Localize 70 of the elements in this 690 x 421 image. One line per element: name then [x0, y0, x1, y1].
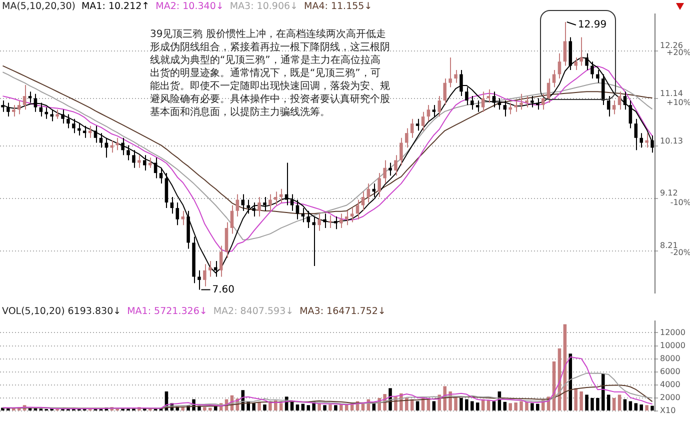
bar [640, 404, 643, 410]
bar [214, 406, 218, 410]
bar [334, 405, 338, 410]
bar [454, 396, 458, 410]
text: MA1: 10.212↑ [81, 1, 150, 12]
bar [596, 398, 600, 410]
y-tick-label: 6000 [660, 366, 680, 376]
y-tick-label: X10 [660, 406, 676, 416]
bar [296, 404, 300, 410]
annotation: 12.99 [578, 20, 607, 31]
y-tick-label: 8.21 [660, 241, 678, 250]
bar [203, 407, 206, 410]
bar [508, 403, 512, 410]
y-tick-label: 2000 [660, 393, 680, 402]
y-tick-label: 8000 [660, 354, 680, 363]
bar [628, 401, 632, 410]
legend-title: MA(5,10,20,30) [2, 1, 76, 12]
bar [520, 401, 523, 410]
bar [465, 399, 468, 410]
bar [323, 405, 326, 410]
bar [208, 408, 212, 410]
bar [590, 398, 594, 410]
bar [536, 404, 540, 410]
bar [618, 394, 622, 410]
annotation: 7.60 [212, 284, 234, 296]
y-tick-label: 12.26 [660, 40, 683, 50]
bar [263, 404, 266, 410]
bar [405, 398, 408, 410]
y-tick-label: 9.12 [660, 188, 678, 198]
bar [328, 404, 332, 410]
bar [623, 399, 627, 410]
bar [634, 403, 638, 410]
text: MA4: 11.155↓ [304, 1, 372, 12]
bar [432, 401, 436, 410]
bar [268, 402, 272, 410]
bar [612, 398, 616, 410]
bar [476, 402, 480, 410]
text: MA3: 10.906↓ [230, 1, 298, 12]
text: MA2: 10.340↓ [156, 1, 224, 12]
bar [306, 405, 310, 410]
bar [602, 374, 605, 410]
text: MA3: 16471.752↓ [300, 306, 386, 317]
bar [416, 401, 420, 410]
bar [492, 401, 496, 410]
y-tick-label: 10.13 [660, 136, 683, 146]
y-tick-label: 10000 [660, 340, 686, 350]
annotation: 39见顶三鸦 股价惯性上冲，在高档连续两次高开低走形成伪阴线组合，紧接着再拉一根下降阴线，这三根阴线就成为典型的“见顶三鸦”，通常是主力在高位拉高出货的明显迹象。通常情况下，既是“见顶三鸦”，可能出货。即使不一定随即出现快速回调，落袋为安、规避风险确有必要。具体操作中，投资者要认真研究个股基本面和消息面，以提防主力骗线洗筹。 [150, 28, 390, 119]
bar [580, 391, 583, 410]
bar [585, 394, 588, 410]
bar [258, 402, 261, 410]
text: MA2: 8407.593↓ [213, 306, 294, 317]
bar [650, 406, 654, 410]
bar [470, 401, 474, 410]
bar [574, 388, 578, 410]
bar [514, 402, 518, 410]
y-tick-label: 11.14 [660, 88, 683, 98]
bar [301, 404, 305, 410]
y-tick-label: 12000 [660, 328, 686, 337]
bar [460, 398, 463, 410]
bar [645, 405, 648, 410]
legend-title: VOL(5,10,20) 6193.830↓ [2, 306, 122, 317]
bar [530, 403, 534, 410]
bar [290, 402, 294, 410]
bar [525, 402, 528, 410]
bar [252, 403, 256, 410]
text: MA1: 5721.326↓ [127, 306, 208, 317]
bar [503, 402, 507, 410]
y-tick-label: 4000 [660, 380, 680, 389]
bar [606, 394, 610, 410]
bar [279, 403, 283, 410]
